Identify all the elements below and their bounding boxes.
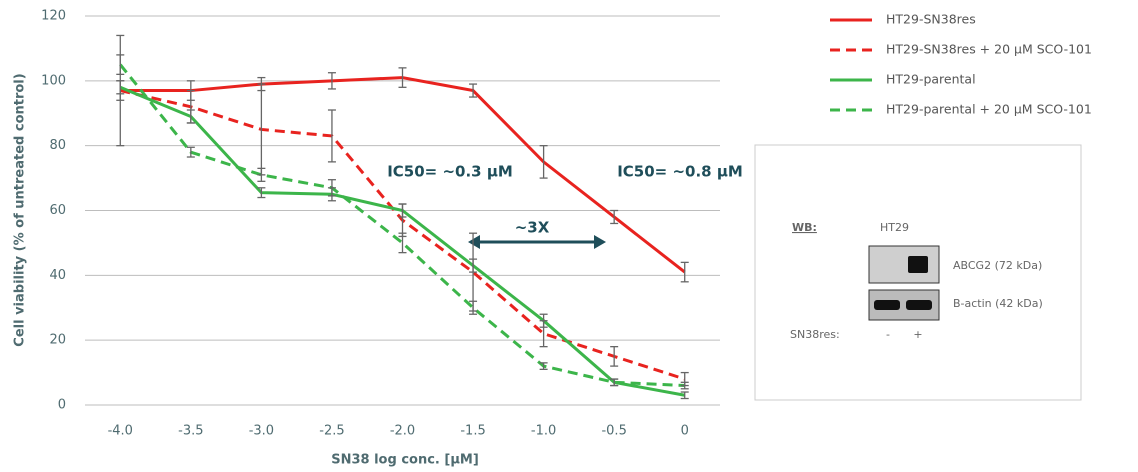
inset-label: WB: bbox=[792, 221, 817, 234]
y-axis-title: Cell viability (% of untreated control) bbox=[13, 73, 28, 346]
error-bar bbox=[681, 262, 689, 281]
annotation: IC50= ~0.3 µM bbox=[387, 163, 513, 181]
inset-label: - bbox=[886, 328, 890, 341]
legend-label: HT29-SN38res bbox=[886, 12, 976, 27]
x-tick-label: -2.5 bbox=[319, 424, 344, 439]
y-tick-label: 60 bbox=[49, 203, 66, 218]
y-tick-label: 40 bbox=[49, 268, 66, 283]
fold-arrow bbox=[468, 235, 606, 249]
chart: IC50= ~0.3 µM IC50= ~0.8 µM ~3X WB: HT29… bbox=[0, 0, 1138, 472]
error-bar bbox=[116, 55, 124, 74]
y-tick-label: 20 bbox=[49, 333, 66, 348]
error-bar bbox=[610, 211, 618, 224]
inset-label: B-actin (42 kDa) bbox=[953, 297, 1043, 310]
x-tick-label: -1.0 bbox=[531, 424, 556, 439]
y-tick-label: 0 bbox=[58, 398, 66, 413]
x-tick-label: 0 bbox=[681, 424, 689, 439]
x-tick-label: -4.0 bbox=[108, 424, 133, 439]
inset-label: SN38res: bbox=[790, 328, 840, 341]
inset-panel: WB: HT29 ABCG2 (72 kDa) B-actin (42 kDa)… bbox=[755, 145, 1081, 400]
x-axis-title: SN38 log conc. [µM] bbox=[331, 453, 479, 468]
x-tick-label: -3.5 bbox=[178, 424, 203, 439]
y-tick-label: 100 bbox=[41, 73, 66, 88]
x-tick-label: -3.0 bbox=[249, 424, 274, 439]
inset-label: + bbox=[913, 328, 922, 341]
legend-label: HT29-SN38res + 20 µM SCO-101 bbox=[886, 42, 1092, 57]
legend-label: HT29-parental + 20 µM SCO-101 bbox=[886, 102, 1092, 117]
inset-label: HT29 bbox=[880, 221, 909, 234]
legend-label: HT29-parental bbox=[886, 72, 976, 87]
annotation: ~3X bbox=[515, 219, 550, 237]
y-tick-label: 120 bbox=[41, 9, 66, 24]
x-tick-label: -0.5 bbox=[601, 424, 626, 439]
annotation: IC50= ~0.8 µM bbox=[617, 163, 743, 181]
x-tick-label: -2.0 bbox=[390, 424, 415, 439]
y-tick-label: 80 bbox=[49, 138, 66, 153]
error-bar bbox=[469, 259, 477, 272]
x-tick-label: -1.5 bbox=[460, 424, 485, 439]
inset-label: ABCG2 (72 kDa) bbox=[953, 259, 1042, 272]
error-bar bbox=[540, 146, 548, 178]
